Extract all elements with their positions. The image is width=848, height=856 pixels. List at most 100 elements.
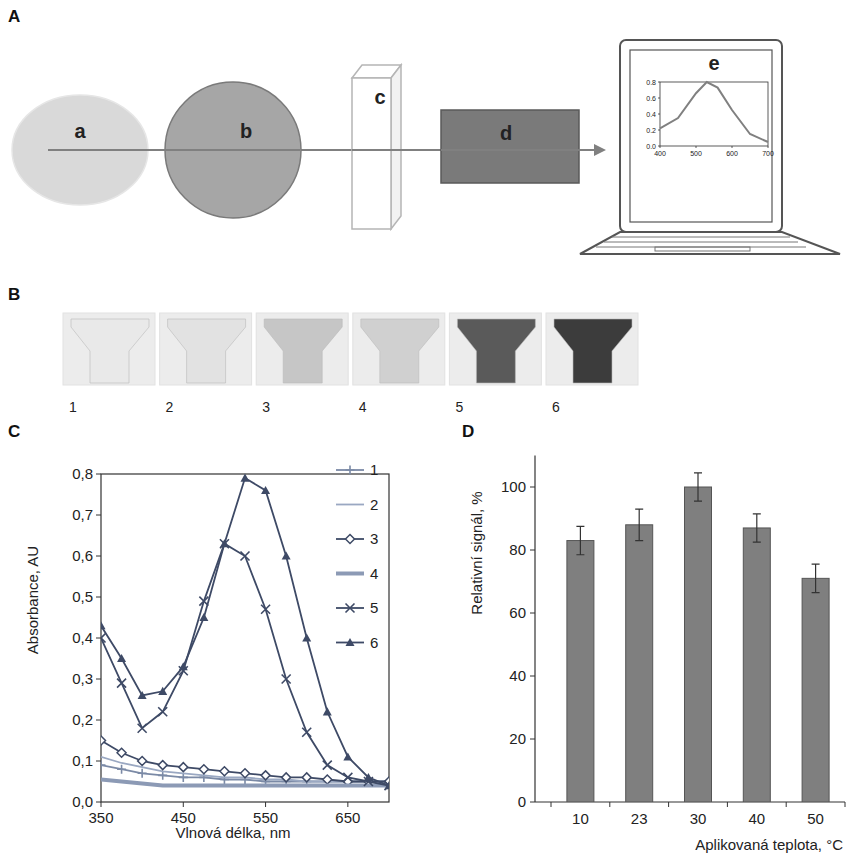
marker xyxy=(323,707,332,715)
tick xyxy=(96,474,101,475)
tick xyxy=(96,638,101,639)
tick xyxy=(658,114,660,115)
legend-line xyxy=(336,504,364,506)
photo-label: 4 xyxy=(359,399,367,415)
legend-line xyxy=(336,572,364,576)
tick-label: 0,6 xyxy=(72,547,93,564)
reaction-zone xyxy=(168,319,246,383)
marker xyxy=(138,757,147,766)
marker xyxy=(220,539,229,547)
tick-label: 40 xyxy=(748,810,765,827)
marker xyxy=(138,769,147,778)
marker xyxy=(199,613,208,621)
tick xyxy=(658,82,660,83)
tick-label: 0.4 xyxy=(646,111,656,118)
category-tick xyxy=(727,802,728,807)
category-tick xyxy=(668,802,669,807)
panel-letter: A xyxy=(8,7,20,26)
tick xyxy=(96,679,101,680)
tick xyxy=(530,676,535,677)
bars xyxy=(567,473,829,802)
tick xyxy=(732,146,733,148)
series-line xyxy=(101,544,389,786)
tick-label: 0,3 xyxy=(72,670,93,687)
error-bar xyxy=(753,514,761,542)
tick xyxy=(696,146,697,148)
category-tick xyxy=(609,802,610,807)
legend-marker xyxy=(346,638,355,646)
beam xyxy=(48,149,300,151)
category-tick xyxy=(551,802,552,807)
legend-marker xyxy=(346,604,355,613)
tick-label: 0.8 xyxy=(646,79,656,86)
screen-frame xyxy=(660,82,768,146)
tick xyxy=(530,802,535,803)
marker xyxy=(117,679,126,688)
tick xyxy=(530,487,535,488)
tick xyxy=(96,515,101,516)
marker xyxy=(220,539,229,548)
marker xyxy=(138,724,147,733)
tick-label: 20 xyxy=(509,730,526,747)
bar xyxy=(685,487,712,802)
marker xyxy=(302,773,311,782)
detector xyxy=(441,110,579,183)
tick xyxy=(183,802,184,807)
tick-label: 50 xyxy=(807,810,824,827)
marker xyxy=(302,728,311,737)
laptop-display xyxy=(630,50,772,222)
tick-label: 0,2 xyxy=(72,711,93,728)
node-label: b xyxy=(240,120,252,142)
legend-label: 4 xyxy=(370,565,378,582)
tick-label: 30 xyxy=(690,810,707,827)
keyboard-row xyxy=(604,242,798,243)
marker xyxy=(241,474,250,482)
legend-marker xyxy=(346,466,355,475)
marker xyxy=(364,773,373,781)
marker xyxy=(282,552,291,560)
tick xyxy=(658,130,660,131)
photos: 123456 xyxy=(63,313,638,415)
axis-title: Relativní signál, % xyxy=(468,491,485,614)
marker xyxy=(323,775,332,784)
marker xyxy=(220,767,229,776)
tick-label: 0.6 xyxy=(646,95,656,102)
marker xyxy=(302,634,311,642)
marker xyxy=(117,765,126,774)
cuvette-side xyxy=(391,65,401,229)
node-label: d xyxy=(500,122,512,144)
node-label: a xyxy=(74,120,86,142)
marker xyxy=(323,761,332,770)
reaction-zone xyxy=(264,319,342,383)
tick-label: 0,1 xyxy=(72,752,93,769)
marker xyxy=(101,761,106,770)
marker xyxy=(343,773,352,782)
photo xyxy=(546,313,638,385)
bar xyxy=(626,525,653,802)
reaction-zone xyxy=(554,319,632,383)
tick xyxy=(347,802,348,807)
chart-c: 0,00,10,20,30,40,50,60,70,8350450550650V… xyxy=(24,461,394,841)
series-line xyxy=(101,757,389,782)
photo-label: 5 xyxy=(455,399,463,415)
marker xyxy=(158,761,167,770)
legend-label: 3 xyxy=(370,530,378,547)
marker xyxy=(261,486,270,494)
diagram: abcde0.00.20.40.60.8400500600700 xyxy=(12,40,840,254)
touchpad xyxy=(655,247,750,251)
tick-label: 0,5 xyxy=(72,588,93,605)
panel-letter: B xyxy=(8,285,20,304)
tick xyxy=(530,613,535,614)
node-label: c xyxy=(374,86,385,108)
tick-label: 0,0 xyxy=(72,793,93,810)
legend-marker xyxy=(346,535,355,544)
chart-d: 0204060801001023304050Aplikovaná teplota… xyxy=(468,456,845,854)
bar xyxy=(802,578,829,802)
error-bar xyxy=(812,564,820,592)
marker xyxy=(385,781,390,789)
tick xyxy=(530,739,535,740)
beam xyxy=(441,149,596,151)
axis-title: Absorbance, AU xyxy=(24,546,41,654)
marker xyxy=(117,748,126,757)
axis-title: Vlnová délka, nm xyxy=(175,824,290,841)
